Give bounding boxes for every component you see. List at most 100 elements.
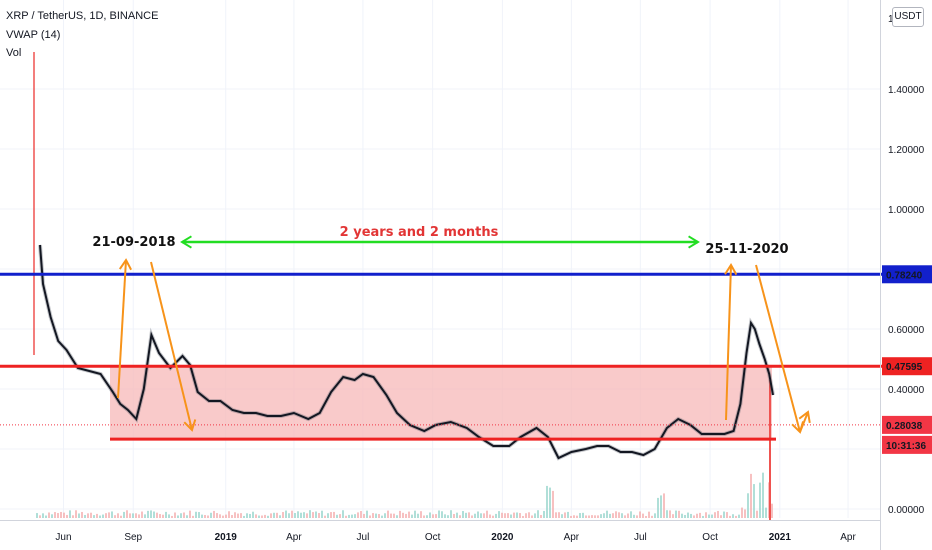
volume-bar	[738, 514, 740, 518]
volume-bar	[426, 515, 428, 518]
volume-bar	[237, 513, 239, 518]
vwap-legend[interactable]: VWAP (14)	[6, 29, 61, 41]
volume-bar	[492, 515, 494, 518]
volume-bar	[735, 515, 737, 518]
volume-bar	[450, 510, 452, 518]
volume-bar	[519, 513, 521, 518]
volume-bar	[375, 513, 377, 518]
volume-bar	[672, 514, 674, 518]
volume-legend[interactable]: Vol	[6, 47, 22, 59]
volume-bar	[567, 511, 569, 518]
volume-bar	[414, 510, 416, 518]
volume-bar	[522, 515, 524, 518]
arrow-head	[798, 410, 811, 424]
y-tick-label: 1.00000	[888, 205, 925, 216]
volume-bar	[552, 490, 554, 518]
x-tick-label: Sep	[124, 532, 142, 543]
currency-button[interactable]: USDT	[892, 7, 924, 27]
volume-bar	[561, 514, 563, 518]
volume-bar	[630, 511, 632, 518]
volume-bar	[228, 511, 230, 518]
volume-bar	[690, 513, 692, 518]
volume-bar	[303, 512, 305, 518]
volume-bar	[582, 512, 584, 518]
volume-bar	[180, 513, 182, 518]
x-axis-ticks: Jun Sep 2019 Apr Jul Oct 2020 Apr Jul Oct 2021 Apr	[55, 532, 856, 543]
volume-bar	[330, 512, 332, 518]
volume-bar	[117, 513, 119, 518]
volume-bar	[216, 513, 218, 518]
volume-bar	[504, 513, 506, 518]
volume-bar	[747, 493, 749, 518]
volume-bar	[723, 511, 725, 518]
volume-bar	[66, 514, 68, 518]
current-price-tag-bg	[882, 415, 932, 434]
volume-bar	[606, 510, 608, 518]
volume-bar	[579, 513, 581, 518]
x-tick-label: Oct	[702, 532, 718, 543]
volume-bar	[372, 513, 374, 518]
volume-bar	[465, 512, 467, 518]
volume-bar	[75, 510, 77, 518]
volume-bar	[711, 514, 713, 518]
volume-bar	[483, 513, 485, 518]
volume-bar	[474, 513, 476, 518]
volume-bar	[699, 512, 701, 518]
volume-bar	[441, 511, 443, 518]
volume-bar	[93, 515, 95, 518]
volume-bar	[354, 514, 356, 518]
volume-bar	[54, 512, 56, 518]
volume-bar	[48, 512, 50, 518]
volume-bar	[285, 510, 287, 518]
volume-bar	[444, 514, 446, 518]
countdown-tag-bg	[882, 435, 932, 454]
volume-bar	[771, 503, 773, 518]
volume-bar	[177, 515, 179, 518]
volume-bar	[549, 487, 551, 518]
volume-bar	[297, 511, 299, 518]
arrow-head	[688, 235, 700, 249]
volume-bar	[318, 512, 320, 518]
x-tick-label: Oct	[425, 532, 441, 543]
volume-bar	[162, 514, 164, 518]
volume-bar	[534, 513, 536, 518]
volume-bar	[744, 509, 746, 518]
volume-bar	[156, 512, 158, 518]
volume-bar	[324, 515, 326, 518]
volume-bar	[333, 511, 335, 518]
volume-bar	[321, 510, 323, 518]
volume-bar	[360, 511, 362, 518]
volume-bar	[153, 511, 155, 518]
volume-bar	[408, 511, 410, 518]
volume-bar	[192, 515, 194, 518]
volume-bar	[159, 514, 161, 518]
volume-bar	[501, 512, 503, 518]
volume-bar	[654, 513, 656, 518]
arrow-head	[118, 258, 133, 271]
volume-bar	[141, 511, 143, 518]
volume-bar	[222, 515, 224, 518]
volume-bar	[252, 511, 254, 518]
volume-bar	[543, 510, 545, 518]
volume-bar	[264, 514, 266, 518]
volume-bar	[648, 511, 650, 518]
volume-bar	[585, 515, 587, 518]
volume-bar	[615, 511, 617, 518]
date-annotation-left: 21-09-2018	[92, 235, 175, 250]
x-tick-label: 2021	[769, 532, 792, 543]
volume-bar	[51, 514, 53, 518]
fall-arrow-right	[755, 264, 801, 433]
volume-bar	[717, 510, 719, 518]
volume-bar	[165, 511, 167, 518]
symbol-title[interactable]: XRP / TetherUS, 1D, BINANCE	[6, 10, 159, 22]
y-tick-label: 0.00000	[888, 505, 925, 516]
volume-bar	[45, 515, 47, 518]
volume-bar	[69, 510, 71, 518]
y-tick-label: 0.40000	[888, 385, 925, 396]
volume-bar	[429, 512, 431, 518]
volume-bar	[603, 513, 605, 518]
volume-bar	[741, 507, 743, 518]
volume-bar	[183, 512, 185, 518]
volume-bar	[174, 512, 176, 518]
